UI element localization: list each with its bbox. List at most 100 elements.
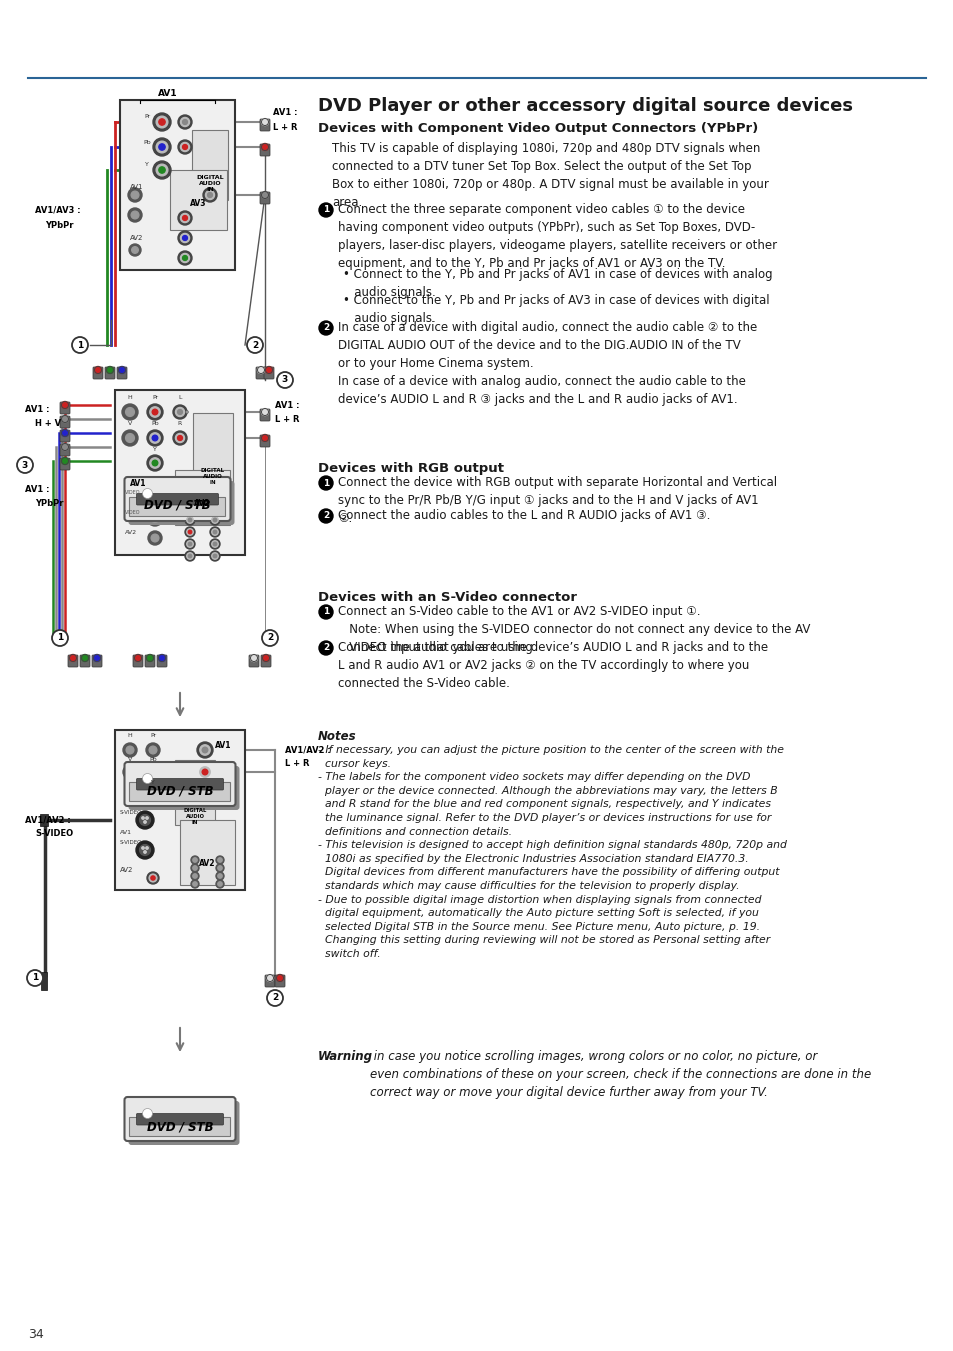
Bar [130, 1117, 231, 1136]
Circle shape [318, 605, 333, 619]
Text: Warning: Warning [317, 1050, 373, 1063]
Circle shape [142, 774, 152, 784]
Text: VIDEO: VIDEO [125, 490, 140, 496]
Circle shape [215, 857, 224, 865]
FancyBboxPatch shape [105, 367, 115, 380]
Circle shape [152, 113, 171, 131]
Text: AV1: AV1 [130, 184, 143, 190]
Text: AV1 :: AV1 : [273, 108, 297, 118]
FancyBboxPatch shape [60, 430, 70, 442]
Circle shape [188, 519, 192, 521]
Text: in case you notice scrolling images, wrong colors or no color, no picture, or
ev: in case you notice scrolling images, wro… [370, 1050, 870, 1098]
Text: VIDEO: VIDEO [125, 511, 140, 516]
Circle shape [93, 654, 100, 662]
Text: 1: 1 [57, 634, 63, 643]
Text: YPbPr: YPbPr [35, 499, 64, 508]
Circle shape [142, 817, 144, 819]
Circle shape [139, 815, 151, 825]
Circle shape [136, 842, 153, 859]
FancyBboxPatch shape [115, 730, 245, 890]
Circle shape [205, 190, 214, 200]
Bar [130, 497, 225, 516]
Text: AV1 :: AV1 : [25, 485, 50, 494]
Circle shape [131, 190, 139, 199]
Circle shape [213, 542, 216, 546]
FancyBboxPatch shape [120, 100, 234, 270]
Circle shape [186, 411, 188, 413]
Circle shape [187, 528, 193, 535]
Text: AV1: AV1 [214, 740, 232, 750]
Circle shape [187, 540, 193, 547]
Text: 3: 3 [281, 376, 288, 385]
Circle shape [210, 527, 220, 536]
Circle shape [318, 476, 333, 490]
Circle shape [213, 519, 216, 521]
Text: Connect the audio cables to the device’s AUDIO L and R jacks and to the
L and R : Connect the audio cables to the device’s… [337, 640, 767, 690]
Text: AV2: AV2 [120, 867, 133, 873]
FancyBboxPatch shape [136, 493, 218, 505]
Text: AV2: AV2 [125, 531, 137, 535]
Text: 1: 1 [322, 478, 329, 488]
Text: Y: Y [152, 447, 157, 453]
Text: L + R: L + R [274, 416, 299, 424]
Text: 2: 2 [252, 340, 258, 350]
FancyBboxPatch shape [265, 975, 274, 988]
FancyBboxPatch shape [129, 481, 234, 526]
Circle shape [191, 871, 199, 880]
Text: 2: 2 [322, 512, 329, 520]
Text: V: V [128, 422, 132, 426]
FancyBboxPatch shape [60, 416, 70, 428]
Circle shape [208, 193, 213, 197]
Circle shape [159, 119, 165, 126]
FancyBboxPatch shape [157, 655, 167, 667]
Circle shape [149, 792, 156, 798]
Text: In case of a device with digital audio, connect the audio cable ② to the
DIGITAL: In case of a device with digital audio, … [337, 322, 757, 407]
Circle shape [156, 141, 168, 153]
Bar [180, 820, 234, 885]
Text: AV1: AV1 [130, 478, 147, 488]
Text: AV2: AV2 [193, 499, 210, 508]
Text: 2: 2 [322, 323, 329, 332]
FancyBboxPatch shape [260, 435, 270, 447]
FancyBboxPatch shape [274, 975, 285, 988]
Circle shape [203, 188, 216, 203]
Circle shape [185, 515, 194, 526]
FancyBboxPatch shape [249, 655, 258, 667]
Circle shape [61, 401, 69, 408]
Circle shape [142, 489, 152, 499]
Text: AV1/AV2 :: AV1/AV2 : [285, 746, 331, 754]
Circle shape [187, 516, 193, 523]
Circle shape [122, 430, 138, 446]
Circle shape [61, 443, 69, 450]
Text: Pb: Pb [149, 757, 156, 762]
FancyBboxPatch shape [80, 655, 90, 667]
Text: Notes: Notes [317, 730, 356, 743]
Circle shape [61, 416, 69, 423]
Circle shape [262, 630, 277, 646]
Circle shape [210, 551, 220, 561]
Text: Connect an S-Video cable to the AV1 or AV2 S-VIDEO input ①.
   Note: When using : Connect an S-Video cable to the AV1 or A… [337, 605, 809, 654]
Circle shape [217, 882, 222, 886]
Circle shape [123, 743, 137, 757]
FancyBboxPatch shape [255, 367, 266, 380]
Text: Connect the three separate component video cables ① to the device
having compone: Connect the three separate component vid… [337, 203, 777, 270]
Text: DIGITAL
AUDIO
IN: DIGITAL AUDIO IN [183, 808, 207, 825]
Circle shape [150, 458, 160, 469]
Circle shape [191, 857, 199, 865]
Text: V: V [128, 757, 132, 762]
FancyBboxPatch shape [68, 655, 78, 667]
FancyBboxPatch shape [260, 409, 270, 422]
Circle shape [178, 231, 192, 245]
Circle shape [172, 431, 187, 444]
Circle shape [151, 534, 159, 542]
Circle shape [17, 457, 33, 473]
Circle shape [122, 404, 138, 420]
Bar [170, 170, 227, 230]
Text: S-VIDEO: S-VIDEO [120, 811, 142, 816]
Text: H: H [128, 734, 132, 738]
Circle shape [128, 188, 142, 203]
Circle shape [177, 409, 182, 415]
Circle shape [126, 408, 134, 416]
Circle shape [123, 765, 137, 780]
Text: DVD Player or other accessory digital source devices: DVD Player or other accessory digital so… [317, 97, 852, 115]
